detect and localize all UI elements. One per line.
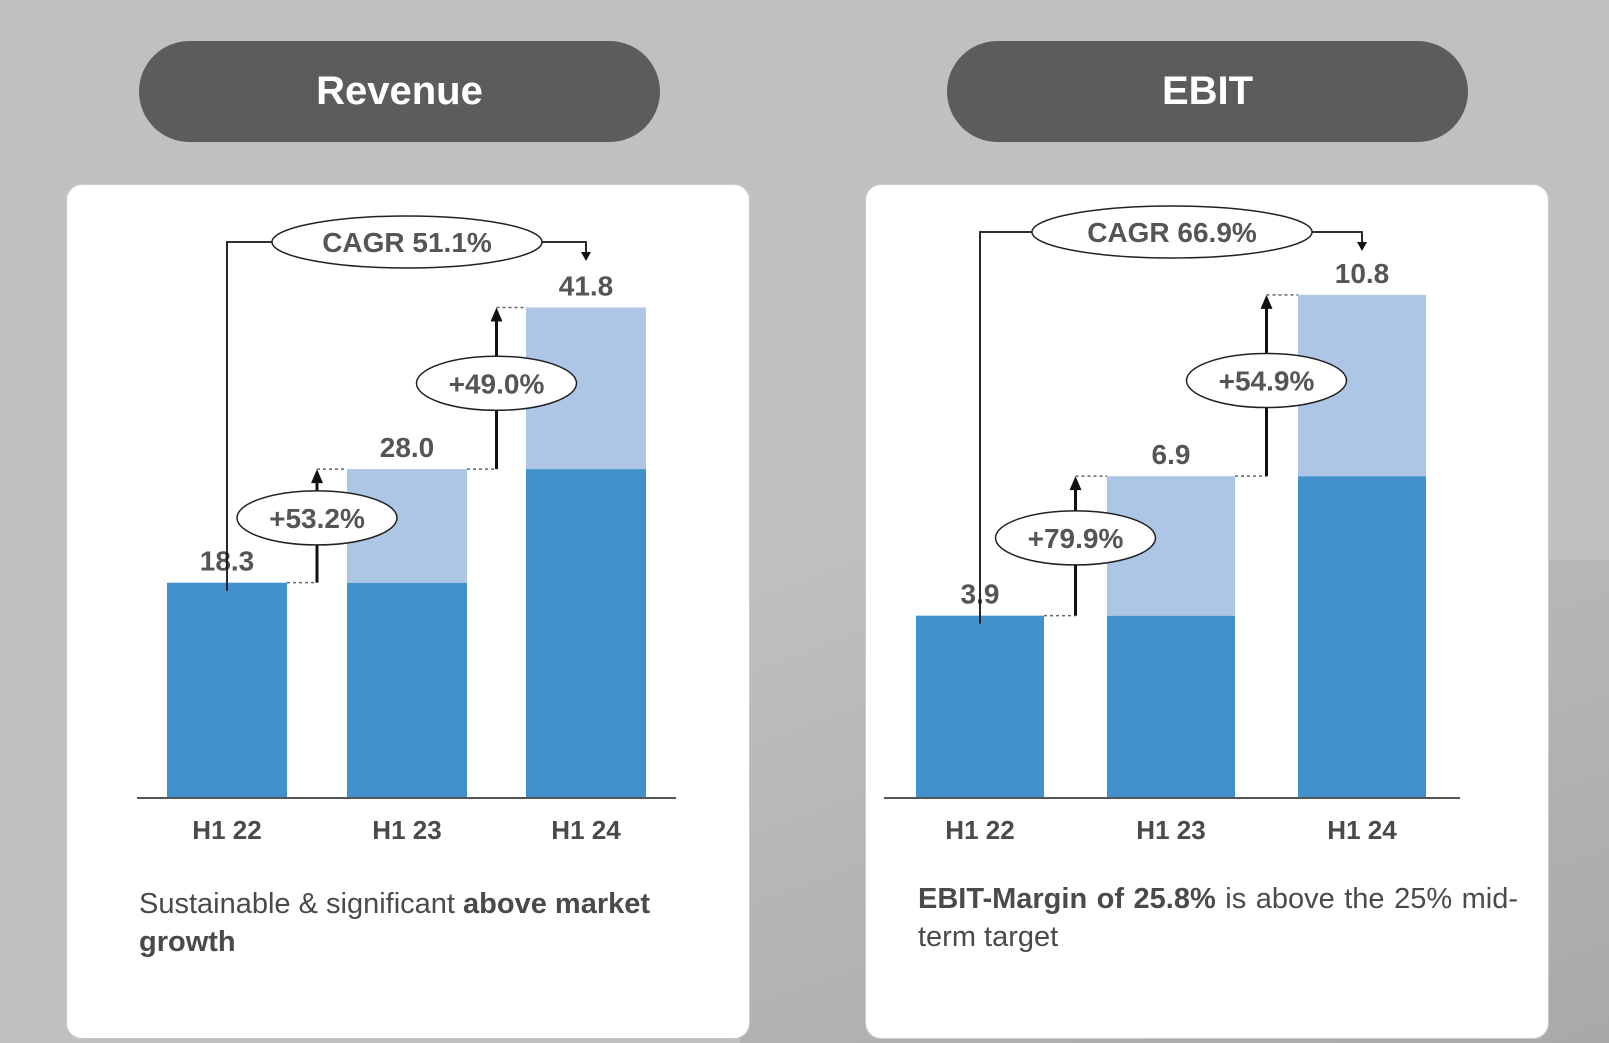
- ebit-title-pill: EBIT: [947, 41, 1468, 142]
- ebit-card: 3.9 H1 22 6.9 H1 23 10.8 H1 24 +79.9% +54.9% CAG…: [865, 184, 1549, 1039]
- revenue-value-label-1: 28.0: [380, 432, 435, 463]
- revenue-caption-bold: above market growth: [139, 888, 651, 958]
- ebit-cagr-line-left: [979, 231, 1032, 624]
- revenue-growth-arrowhead-0: [311, 469, 323, 484]
- ebit-growth-arrowhead-0: [1069, 476, 1082, 491]
- revenue-cagr-arrowhead: [581, 252, 591, 261]
- ebit-growth-bubble-1: [1185, 352, 1348, 409]
- revenue-cagr-line-left: [226, 241, 272, 591]
- ebit-caption: EBIT-Margin of 25.8% is above the 25% mi…: [918, 880, 1518, 956]
- ebit-category-label-1: H1 23: [1136, 815, 1205, 845]
- revenue-card: 18.3 H1 22 28.0 H1 23 41.8 H1 24 +53.2% +49.0% C…: [66, 184, 750, 1039]
- ebit-growth-arrowhead-1: [1260, 294, 1273, 309]
- ebit-growth-label-1: +54.9%: [1219, 366, 1315, 397]
- ebit-cagr-label: CAGR 66.9%: [1087, 217, 1257, 248]
- revenue-caption: Sustainable & significant above market g…: [139, 885, 695, 961]
- revenue-growth-arrowhead-1: [490, 307, 503, 322]
- revenue-bar-2-base: [526, 469, 646, 797]
- revenue-cagr-bubble: [271, 215, 543, 269]
- ebit-growth-label-0: +79.9%: [1028, 523, 1124, 554]
- revenue-bar-0: [167, 582, 287, 797]
- ebit-bar-1-base: [1107, 615, 1235, 797]
- revenue-title: Revenue: [316, 69, 483, 113]
- revenue-category-label-2: H1 24: [551, 815, 621, 845]
- revenue-caption-text: Sustainable & significant: [139, 888, 464, 920]
- ebit-cagr-bubble: [1031, 205, 1313, 259]
- revenue-growth-label-1: +49.0%: [449, 368, 545, 399]
- ebit-category-label-0: H1 22: [945, 815, 1014, 845]
- revenue-title-pill: Revenue: [139, 41, 660, 142]
- ebit-value-label-1: 6.9: [1152, 439, 1191, 470]
- ebit-caption-bold: EBIT-Margin of 25.8%: [918, 883, 1216, 915]
- revenue-growth-label-0: +53.2%: [269, 503, 365, 534]
- ebit-cagr-line-right: [1312, 231, 1363, 244]
- ebit-value-label-2: 10.8: [1335, 258, 1390, 289]
- ebit-cagr-arrowhead: [1357, 242, 1367, 251]
- revenue-growth-bubble-0: [236, 490, 398, 546]
- revenue-cagr-line-right: [542, 241, 587, 254]
- revenue-growth-bubble-1: [415, 355, 578, 412]
- ebit-bar-0: [916, 615, 1044, 797]
- ebit-caption-text: is above the 25% mid-term target: [918, 883, 1518, 953]
- revenue-cagr-label: CAGR 51.1%: [322, 227, 492, 258]
- revenue-category-label-0: H1 22: [192, 815, 261, 845]
- revenue-bar-1-base: [347, 582, 467, 797]
- revenue-value-label-2: 41.8: [559, 270, 614, 301]
- ebit-bar-2-base: [1298, 476, 1426, 797]
- ebit-title: EBIT: [1161, 69, 1254, 113]
- revenue-category-label-1: H1 23: [372, 815, 441, 845]
- ebit-category-label-2: H1 24: [1327, 815, 1397, 845]
- ebit-growth-bubble-0: [994, 510, 1157, 566]
